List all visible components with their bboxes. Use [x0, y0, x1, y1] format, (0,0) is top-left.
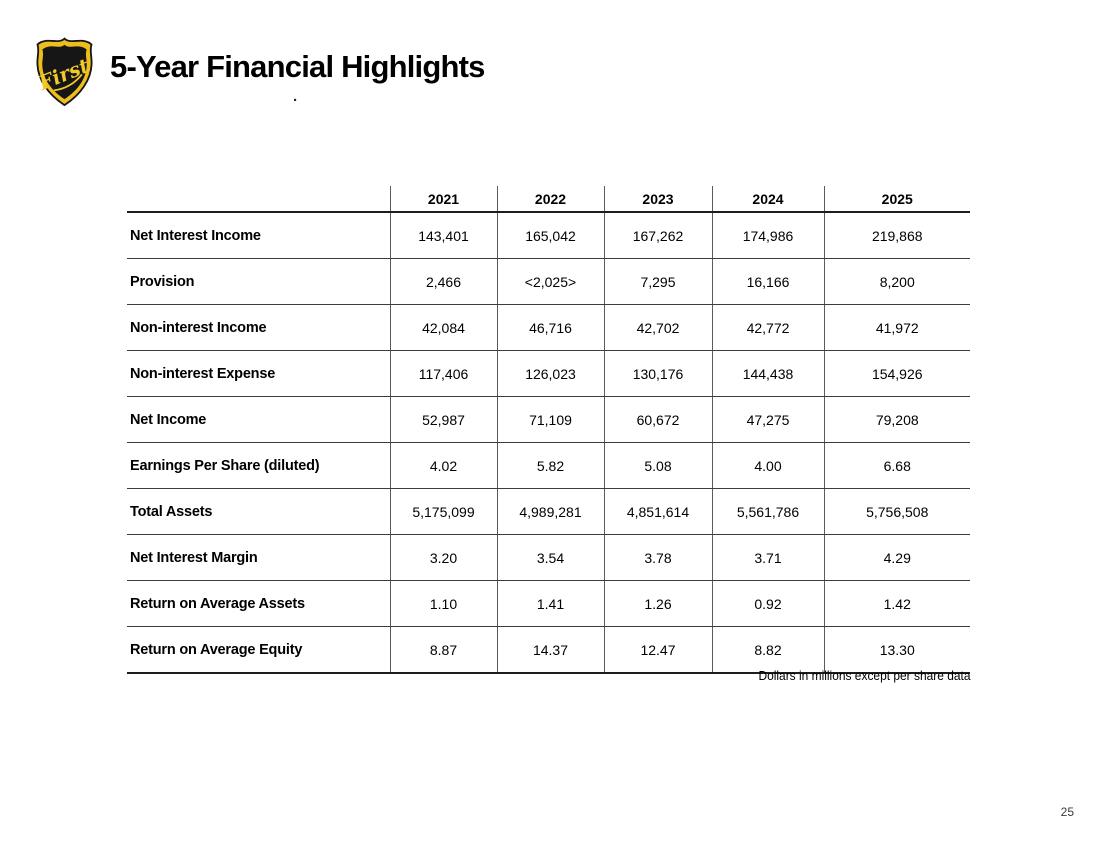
table-cell: 167,262: [603, 212, 712, 259]
table-row: Total Assets 5,175,099 4,989,281 4,851,6…: [127, 488, 970, 535]
table-cell: 3.54: [496, 534, 604, 581]
table-cell: 165,042: [496, 212, 604, 259]
row-label: Net Income: [127, 396, 390, 443]
table-header-row: 2021 2022 2023 2024 2025: [127, 186, 970, 213]
column-header-year: 2023: [603, 186, 712, 213]
shield-logo-icon: First: [34, 37, 93, 107]
row-label: Provision: [127, 258, 390, 305]
table-cell: 130,176: [603, 350, 712, 397]
table-cell: 71,109: [496, 396, 604, 443]
row-label: Non-interest Income: [127, 304, 390, 351]
table-cell: 46,716: [496, 304, 604, 351]
table-row: Non-interest Expense 117,406 126,023 130…: [127, 350, 970, 397]
table-cell: 5.82: [496, 442, 604, 489]
table-cell: 4.29: [823, 534, 970, 581]
table-row: Return on Average Equity 8.87 14.37 12.4…: [127, 626, 970, 674]
row-label: Return on Average Equity: [127, 626, 390, 674]
table-cell: 126,023: [496, 350, 604, 397]
table-cell: 143,401: [389, 212, 497, 259]
table-cell: 60,672: [603, 396, 712, 443]
table-cell: 4,989,281: [496, 488, 604, 535]
table-cell: 16,166: [711, 258, 824, 305]
table-cell: 14.37: [496, 626, 604, 674]
table-row: Return on Average Assets 1.10 1.41 1.26 …: [127, 580, 970, 627]
table-cell: 219,868: [823, 212, 970, 259]
table-cell: 5,756,508: [823, 488, 970, 535]
table-row: Earnings Per Share (diluted) 4.02 5.82 5…: [127, 442, 970, 489]
table-row: Non-interest Income 42,084 46,716 42,702…: [127, 304, 970, 351]
table-cell: 5.08: [603, 442, 712, 489]
table-cell: 3.71: [711, 534, 824, 581]
slide-title: 5-Year Financial Highlights: [110, 49, 485, 84]
table-cell: 8,200: [823, 258, 970, 305]
table-cell: 47,275: [711, 396, 824, 443]
table-cell: 13.30: [823, 626, 970, 674]
table-row: Net Interest Income 143,401 165,042 167,…: [127, 212, 970, 259]
column-header-year: 2021: [389, 186, 497, 213]
table-row: Net Interest Margin 3.20 3.54 3.78 3.71 …: [127, 534, 970, 581]
table-cell: 8.87: [389, 626, 497, 674]
table-cell: 3.20: [389, 534, 497, 581]
table-cell: 1.42: [823, 580, 970, 627]
company-logo: First: [28, 35, 101, 108]
table-row: Provision 2,466 <2,025> 7,295 16,166 8,2…: [127, 258, 970, 305]
table-cell: 6.68: [823, 442, 970, 489]
row-label: Total Assets: [127, 488, 390, 535]
table-cell: <2,025>: [496, 258, 604, 305]
table-cell: 5,561,786: [711, 488, 824, 535]
table-cell: 154,926: [823, 350, 970, 397]
stray-period: .: [293, 88, 298, 105]
table-cell: 42,084: [389, 304, 497, 351]
column-header-year: 2024: [711, 186, 824, 213]
table-cell: 4,851,614: [603, 488, 712, 535]
row-label: Non-interest Expense: [127, 350, 390, 397]
table-cell: 7,295: [603, 258, 712, 305]
table-cell: 144,438: [711, 350, 824, 397]
row-label: Net Interest Income: [127, 212, 390, 259]
table-footnote: Dollars in millions except per share dat…: [757, 668, 970, 683]
column-header-year: 2022: [496, 186, 604, 213]
row-label: Return on Average Assets: [127, 580, 390, 627]
table-cell: 2,466: [389, 258, 497, 305]
table-cell: 0.92: [711, 580, 824, 627]
table-cell: 8.82: [711, 626, 824, 674]
table-cell: 12.47: [603, 626, 712, 674]
table-cell: 3.78: [603, 534, 712, 581]
logo-underline-swash: [53, 73, 83, 92]
table-row: Net Income 52,987 71,109 60,672 47,275 7…: [127, 396, 970, 443]
table-cell: 42,772: [711, 304, 824, 351]
table-cell: 1.10: [389, 580, 497, 627]
table-cell: 5,175,099: [389, 488, 497, 535]
table-cell: 52,987: [389, 396, 497, 443]
table-cell: 117,406: [389, 350, 497, 397]
table-cell: 4.00: [711, 442, 824, 489]
column-header-year: 2025: [823, 186, 970, 213]
table-cell: 174,986: [711, 212, 824, 259]
row-label: Earnings Per Share (diluted): [127, 442, 390, 489]
page-number: 25: [1060, 805, 1074, 819]
financial-highlights-table: 2021 2022 2023 2024 2025 Net Interest In…: [127, 186, 970, 674]
table-corner-cell: [127, 186, 390, 213]
table-cell: 41,972: [823, 304, 970, 351]
table-cell: 1.41: [496, 580, 604, 627]
row-label: Net Interest Margin: [127, 534, 390, 581]
table-cell: 4.02: [389, 442, 497, 489]
table-cell: 1.26: [603, 580, 712, 627]
table-cell: 42,702: [603, 304, 712, 351]
table-cell: 79,208: [823, 396, 970, 443]
